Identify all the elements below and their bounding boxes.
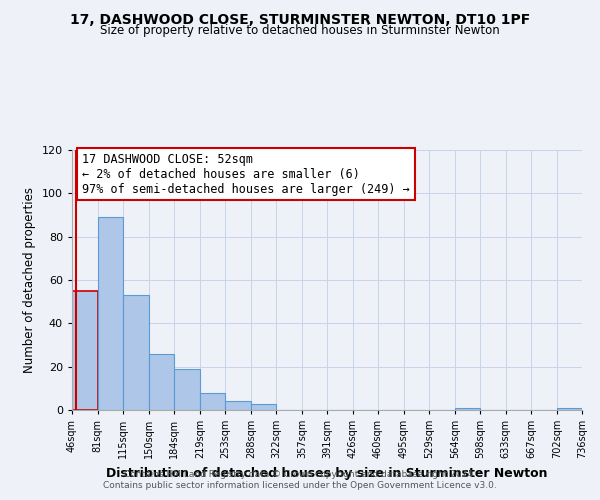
Bar [557,408,582,410]
Bar [149,354,174,410]
X-axis label: Distribution of detached houses by size in Sturminster Newton: Distribution of detached houses by size … [106,466,548,479]
Text: 17, DASHWOOD CLOSE, STURMINSTER NEWTON, DT10 1PF: 17, DASHWOOD CLOSE, STURMINSTER NEWTON, … [70,12,530,26]
Text: Size of property relative to detached houses in Sturminster Newton: Size of property relative to detached ho… [100,24,500,37]
Bar [72,291,98,410]
Text: Contains HM Land Registry data © Crown copyright and database right 2024.: Contains HM Land Registry data © Crown c… [124,470,476,479]
Y-axis label: Number of detached properties: Number of detached properties [23,187,36,373]
Bar [174,369,200,410]
Bar [123,295,149,410]
Text: Contains public sector information licensed under the Open Government Licence v3: Contains public sector information licen… [103,481,497,490]
Bar [200,392,225,410]
Bar [98,217,123,410]
Text: 17 DASHWOOD CLOSE: 52sqm
← 2% of detached houses are smaller (6)
97% of semi-det: 17 DASHWOOD CLOSE: 52sqm ← 2% of detache… [82,152,410,196]
Bar [225,402,251,410]
Bar [455,408,480,410]
Bar [251,404,276,410]
